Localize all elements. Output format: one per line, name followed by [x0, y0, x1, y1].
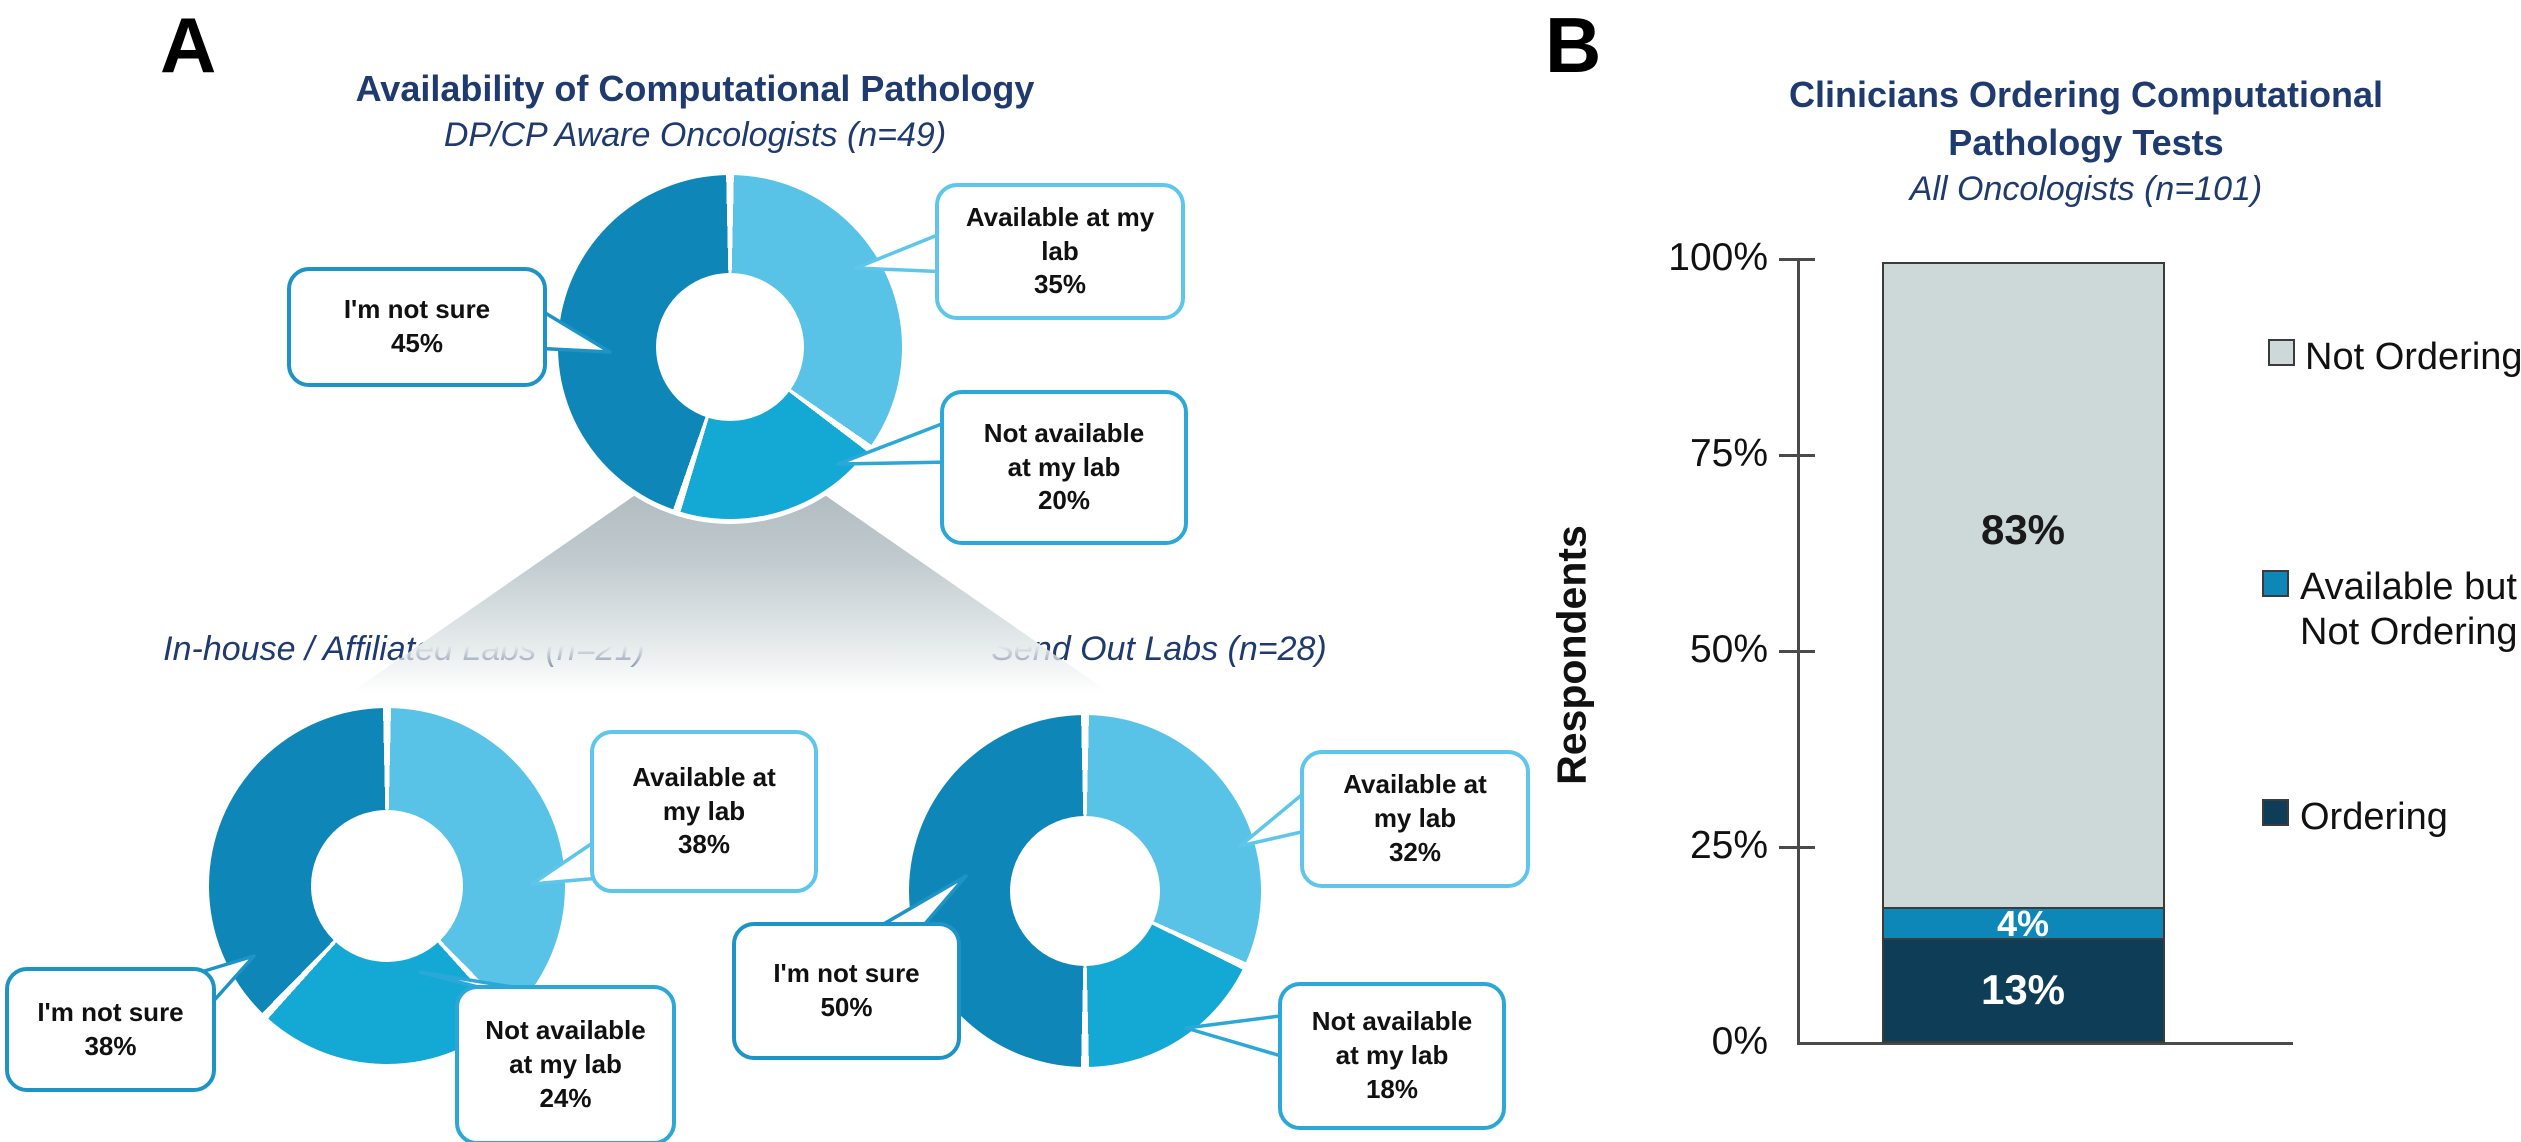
y-axis-tick: [1779, 846, 1815, 849]
donut-hole: [656, 273, 804, 421]
y-tick-25: 25%: [1689, 824, 1768, 867]
donut-hole: [311, 810, 463, 962]
callout-value: 38%: [677, 829, 731, 860]
callout-value: 38%: [84, 1030, 137, 1061]
callout-line: Available at: [1343, 769, 1487, 800]
callout-im-not-sure: I'm not sure 50%: [732, 922, 961, 1060]
callout-not-available-at-my-lab: Not available at my lab 18%: [1278, 982, 1506, 1130]
legend-swatch-not-ordering: [2268, 339, 2295, 366]
callout-line: at my lab: [1007, 451, 1121, 482]
panel-b-label: B: [1545, 1, 1602, 89]
legend-line: Available but: [2300, 566, 2517, 608]
callout-value: 24%: [539, 1082, 592, 1113]
legend-swatch-ordering: [2262, 799, 2289, 826]
y-axis-tick: [1779, 650, 1815, 653]
y-axis-label: Respondents: [1548, 525, 1595, 785]
callout-line: at my lab: [509, 1049, 622, 1080]
legend-label-ordering: Ordering: [2300, 796, 2448, 838]
legend-label-not-ordering: Not Ordering: [2305, 336, 2521, 378]
callout-value: 20%: [1037, 485, 1091, 516]
y-tick-50: 50%: [1689, 628, 1768, 671]
bar-segment-not-ordering: [1884, 264, 2163, 909]
callout-value: 32%: [1388, 836, 1442, 867]
panel-b-title-line1: Clinicians Ordering Computational: [1788, 74, 2384, 115]
callout-value: 45%: [390, 328, 444, 358]
y-tick-100: 100%: [1668, 236, 1768, 279]
bar-segment-available-but-not-ordering: [1884, 908, 2163, 940]
bar-value-available-but-not-ordering: 4%: [1996, 903, 2050, 944]
donut-chart-aware-oncologists: [558, 175, 902, 519]
y-axis-tick: [1779, 454, 1815, 457]
legend-swatch-available-but-not-ordering: [2262, 570, 2289, 597]
callout-available-at-my-lab: Available at my lab 32%: [1300, 750, 1530, 888]
callout-line: my lab: [1373, 803, 1457, 834]
callout-line: Not available: [1311, 1006, 1473, 1037]
callout-value: 18%: [1365, 1073, 1419, 1104]
callout-line: Available at my: [965, 201, 1155, 232]
donut-hole: [1010, 816, 1160, 966]
callout-line: Not available: [983, 417, 1145, 448]
bar-segment-ordering: [1884, 940, 2163, 1041]
callout-line: I'm not sure: [343, 294, 491, 325]
y-tick-75: 75%: [1689, 432, 1768, 475]
callout-line: I'm not sure: [37, 996, 184, 1027]
bar-value-ordering: 13%: [1980, 966, 2066, 1013]
stacked-bar: [1882, 262, 2165, 1043]
callout-line: at my lab: [1335, 1040, 1449, 1071]
donut-chart-sendout-labs: [909, 715, 1261, 1067]
callout-line: I'm not sure: [773, 958, 920, 989]
callout-im-not-sure: I'm not sure 38%: [5, 967, 216, 1092]
callout-value: 35%: [1033, 269, 1087, 300]
legend-label-available-but-not-ordering: Available but Not Ordering: [2300, 565, 2518, 655]
y-axis-tick: [1779, 258, 1815, 261]
y-tick-0: 0%: [1711, 1020, 1768, 1063]
panel-a-label: A: [160, 1, 217, 89]
callout-line: Not available: [485, 1015, 646, 1046]
bar-value-not-ordering: 83%: [1980, 506, 2066, 553]
callout-not-available-at-my-lab: Not available at my lab 24%: [455, 985, 676, 1142]
callout-line: Available at: [632, 761, 776, 792]
callout-available-at-my-lab: Available at my lab 35%: [935, 183, 1185, 320]
callout-line: lab: [1041, 235, 1079, 266]
callout-not-available-at-my-lab: Not available at my lab 20%: [940, 390, 1188, 545]
callout-line: my lab: [662, 795, 746, 826]
callout-value: 50%: [820, 992, 873, 1022]
x-axis-line: [1797, 1042, 2293, 1045]
panel-b-subtitle: All Oncologists (n=101): [1909, 170, 2263, 208]
legend-line: Not Ordering: [2300, 610, 2518, 653]
panel-b-title-line2: Pathology Tests: [1948, 122, 2224, 163]
callout-im-not-sure: I'm not sure 45%: [287, 267, 547, 387]
panel-a-title: Availability of Computational Pathology: [355, 68, 1035, 109]
callout-available-at-my-lab: Available at my lab 38%: [590, 730, 818, 893]
donut-aware-subtitle: DP/CP Aware Oncologists (n=49): [443, 116, 947, 154]
